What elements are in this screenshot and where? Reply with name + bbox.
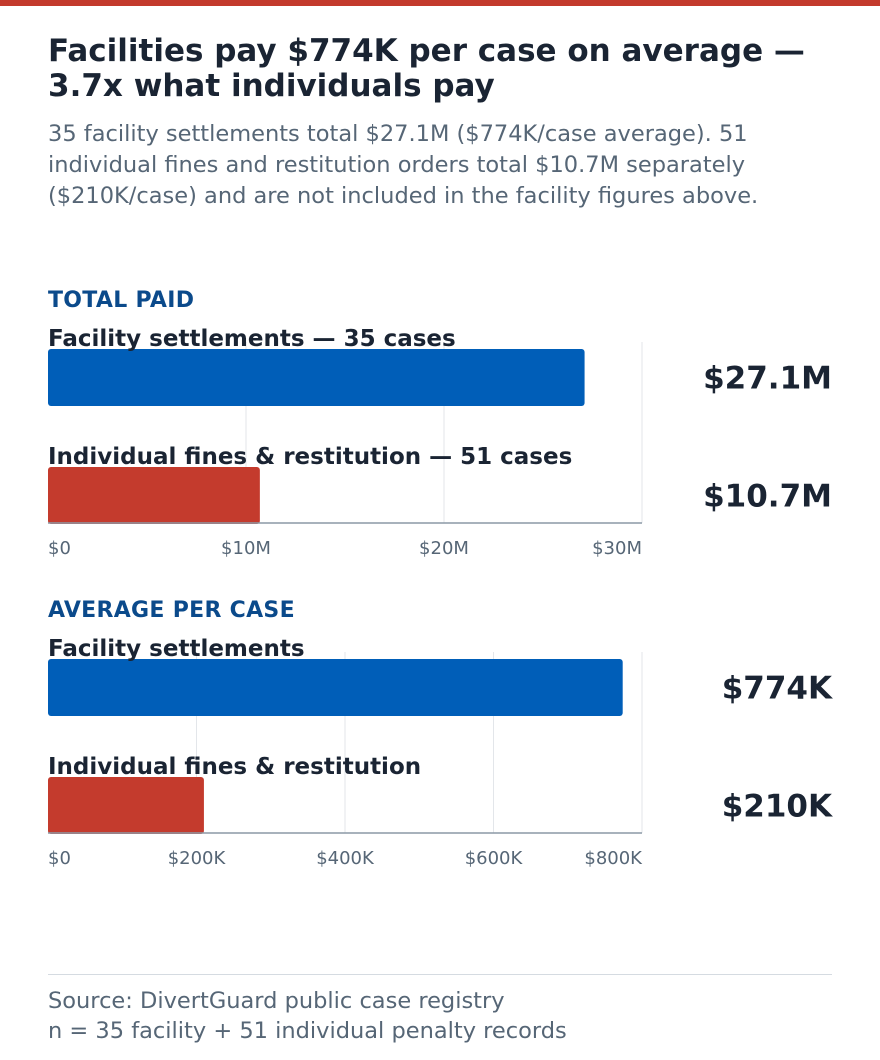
x-tick-label: $30M [592, 538, 642, 559]
section-label-average-per-case: AVERAGE PER CASE [48, 598, 295, 623]
sample-size-line: n = 35 facility + 51 individual penalty … [48, 1018, 567, 1044]
data-label: $27.1M [703, 361, 832, 397]
section-label-total-paid: TOTAL PAID [48, 288, 195, 313]
bar [48, 349, 585, 406]
category-label: Facility settlements — 35 cases [48, 326, 456, 352]
x-tick-label: $10M [221, 538, 271, 559]
category-label: Individual fines & restitution [48, 754, 421, 780]
source-line: Source: DivertGuard public case registry [48, 988, 505, 1014]
bar [48, 659, 623, 716]
data-label: $210K [722, 789, 833, 825]
footer-divider [48, 974, 832, 975]
data-label: $774K [722, 671, 833, 707]
x-tick-label: $200K [168, 848, 227, 869]
category-label: Individual fines & restitution — 51 case… [48, 444, 572, 470]
x-tick-label: $600K [465, 848, 524, 869]
chart-title: Facilities pay $774K per case on average… [48, 33, 805, 104]
bar [48, 467, 260, 524]
bar-charts: Facility settlements — 35 cases $27.1M Ind… [48, 326, 833, 869]
x-tick-label: $800K [584, 848, 643, 869]
chart-subtitle: 35 facility settlements total $27.1M ($7… [48, 121, 759, 209]
x-tick-label: $0 [48, 848, 71, 869]
x-tick-label: $20M [419, 538, 469, 559]
source-note: Source: DivertGuard public case registry… [48, 986, 848, 1046]
bar [48, 777, 204, 834]
x-tick-label: $400K [316, 848, 375, 869]
category-label: Facility settlements [48, 636, 305, 662]
data-label: $10.7M [703, 479, 832, 515]
x-tick-label: $0 [48, 538, 71, 559]
top-accent-bar [0, 0, 880, 6]
